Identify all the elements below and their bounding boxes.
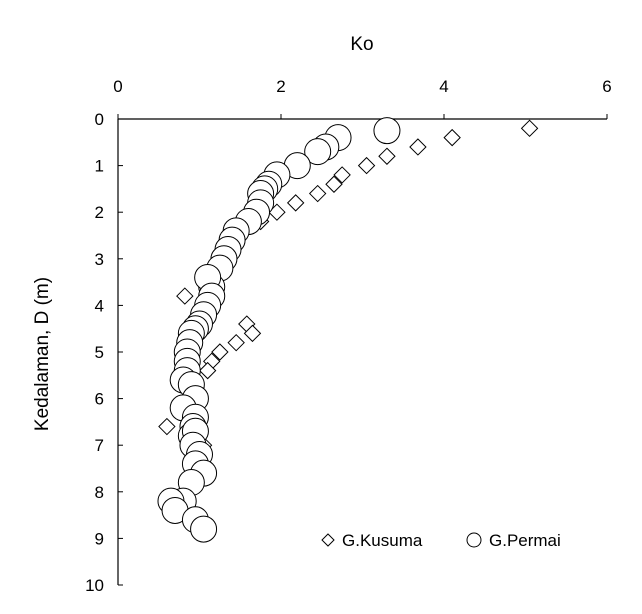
legend: G.Kusuma G.Permai [321,531,561,550]
x-axis-title: Ko [350,34,373,55]
x-tick-label: 0 [113,77,122,96]
tick-labels: 0 2 4 6 0 1 2 3 4 5 6 7 8 9 10 [85,77,612,595]
diamond-point [357,156,376,175]
data-markers [157,117,539,543]
legend-circle-icon [466,532,482,548]
x-tick-label: 4 [439,77,448,96]
diamond-point [176,287,194,305]
x-tick-label: 6 [602,77,611,96]
diamond-point [198,361,217,380]
diamond-point [227,333,245,352]
y-tick-label: 6 [95,390,104,409]
diamond-point [158,417,176,436]
diamond-point [443,128,461,147]
diamond-point [378,147,396,165]
y-tick-label: 4 [95,296,104,315]
diamond-point [333,166,351,184]
diamond-point [325,175,343,193]
circle-point [373,117,401,145]
y-tick-label: 9 [95,529,104,548]
circle-point [304,138,332,166]
y-tick-label: 7 [95,436,104,455]
diamond-point [211,343,229,361]
y-axis-title: Kedalaman, D (m) [32,277,53,431]
y-tick-label: 2 [95,203,104,222]
y-tick-label: 10 [85,576,104,595]
circle-point [190,515,218,543]
axes [117,114,608,586]
diamond-point [286,194,305,212]
y-tick-label: 8 [95,483,104,502]
legend-label-kusuma: G.Kusuma [342,531,423,550]
y-tick-label: 1 [95,157,104,176]
y-tick-label: 0 [95,110,104,129]
diamond-point [308,184,327,203]
y-tick-label: 5 [95,343,104,362]
y-tick-label: 3 [95,250,104,269]
legend-diamond-icon [321,533,335,547]
series-g-permai [157,117,401,543]
legend-box [318,525,588,555]
diamond-point [243,324,262,343]
diamond-point [409,138,427,156]
x-tick-label: 2 [276,77,285,96]
diamond-point [520,119,539,138]
legend-label-permai: G.Permai [489,531,561,550]
